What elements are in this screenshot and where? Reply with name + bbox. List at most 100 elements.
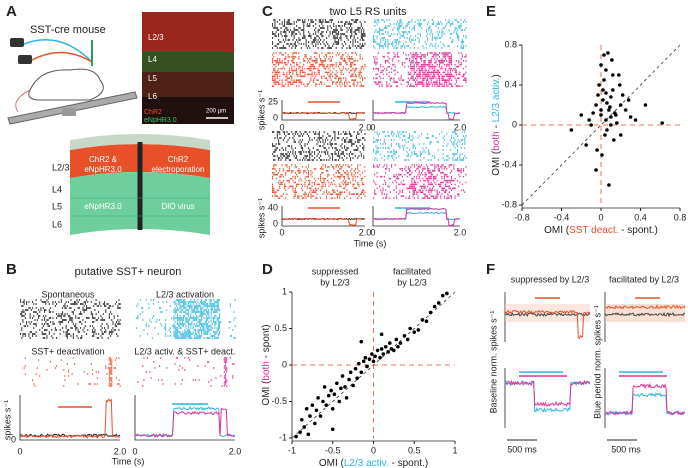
- trace: [604, 382, 686, 417]
- point: [424, 319, 429, 324]
- point: [298, 430, 302, 434]
- point: [599, 108, 603, 112]
- label-part: L2/3 activ.: [491, 78, 502, 123]
- y-tick-label: 0.4: [504, 79, 517, 89]
- point: [616, 73, 621, 77]
- point: [371, 359, 376, 364]
- point: [330, 427, 335, 432]
- trace: [604, 304, 686, 310]
- y-tick-label: -0.4: [501, 159, 517, 169]
- x-tick-label: 0.8: [674, 212, 687, 222]
- y-tick-label: -0.8: [501, 199, 517, 209]
- point: [432, 304, 437, 309]
- point: [609, 95, 613, 99]
- point: [379, 347, 384, 351]
- label: two L5 RS units: [329, 6, 407, 18]
- point: [599, 63, 603, 67]
- point: [332, 392, 337, 397]
- point: [396, 344, 400, 349]
- trace: [372, 207, 461, 227]
- point: [589, 123, 593, 127]
- point: [643, 103, 648, 107]
- annotation: by L2/3: [397, 277, 427, 287]
- point: [355, 376, 360, 380]
- point: [314, 408, 319, 413]
- trace: [281, 217, 366, 226]
- point: [607, 183, 611, 187]
- label: DIO virus: [161, 202, 194, 211]
- label: SST+ deactivation: [31, 346, 104, 356]
- y-tick-label: -0.5: [271, 396, 287, 406]
- axis: [372, 206, 460, 227]
- point: [428, 310, 433, 315]
- trace: [504, 379, 591, 413]
- point: [302, 425, 307, 429]
- point: [383, 344, 388, 349]
- point: [609, 115, 613, 119]
- panel-label: B: [6, 261, 17, 278]
- point: [398, 341, 403, 345]
- point: [294, 434, 298, 439]
- raster: [272, 19, 366, 49]
- tick-label: 2.0: [114, 446, 127, 456]
- raster: [373, 164, 467, 199]
- point: [604, 68, 608, 72]
- point: [322, 385, 327, 389]
- label-part: - spont.): [618, 225, 657, 236]
- panel-label: A: [6, 3, 17, 20]
- label-part: OMI (: [319, 458, 345, 468]
- point: [321, 399, 325, 404]
- y-tick-label: 1: [282, 286, 287, 296]
- point: [623, 108, 628, 112]
- point: [373, 354, 377, 359]
- tick-label: 2.0: [359, 227, 372, 237]
- point: [611, 73, 615, 77]
- point: [306, 432, 311, 437]
- point: [386, 350, 390, 354]
- panel-label: E: [486, 3, 496, 20]
- axis: [19, 395, 120, 441]
- point: [595, 148, 599, 152]
- y-tick-label: 0.8: [504, 39, 517, 49]
- layer-label: L4: [52, 184, 62, 194]
- trace: [604, 392, 686, 416]
- point: [359, 339, 364, 344]
- point: [375, 348, 380, 353]
- panel-label: F: [486, 261, 495, 278]
- point: [620, 93, 625, 97]
- axis: [372, 100, 460, 121]
- tick-label: 0: [132, 446, 137, 456]
- label: Spontaneous: [41, 289, 95, 299]
- point: [603, 133, 607, 137]
- point: [412, 330, 417, 334]
- mouse-illustration: [7, 38, 138, 125]
- label: L4: [148, 55, 157, 64]
- point: [365, 364, 369, 369]
- x-tick-label: 0: [598, 212, 603, 222]
- point: [340, 374, 345, 378]
- panel-label: D: [262, 261, 273, 278]
- annotation: by L2/3: [320, 277, 350, 287]
- point: [604, 91, 608, 95]
- label-part: ): [491, 74, 502, 77]
- label-part: both: [491, 131, 502, 150]
- label: ChR2: [144, 109, 162, 116]
- point: [440, 293, 445, 298]
- axis: [134, 395, 235, 441]
- label-part: both: [261, 361, 272, 380]
- label: putative SST+ neuron: [75, 266, 182, 278]
- point: [310, 403, 315, 407]
- axis-label: Baseline norm. spikes s⁻¹: [488, 311, 498, 414]
- label-part: L2/3 activ.: [344, 458, 389, 468]
- trace: [504, 379, 591, 407]
- point: [416, 328, 421, 332]
- axis-label: Time (s): [112, 456, 145, 466]
- point: [601, 88, 605, 92]
- point: [610, 58, 614, 62]
- diagonal: [521, 44, 681, 206]
- axis-label: Time (s): [354, 238, 387, 248]
- point: [599, 113, 603, 117]
- raster: [373, 131, 467, 161]
- label: L2/3 activ. & SST+ deact.: [134, 346, 235, 356]
- point: [326, 393, 331, 398]
